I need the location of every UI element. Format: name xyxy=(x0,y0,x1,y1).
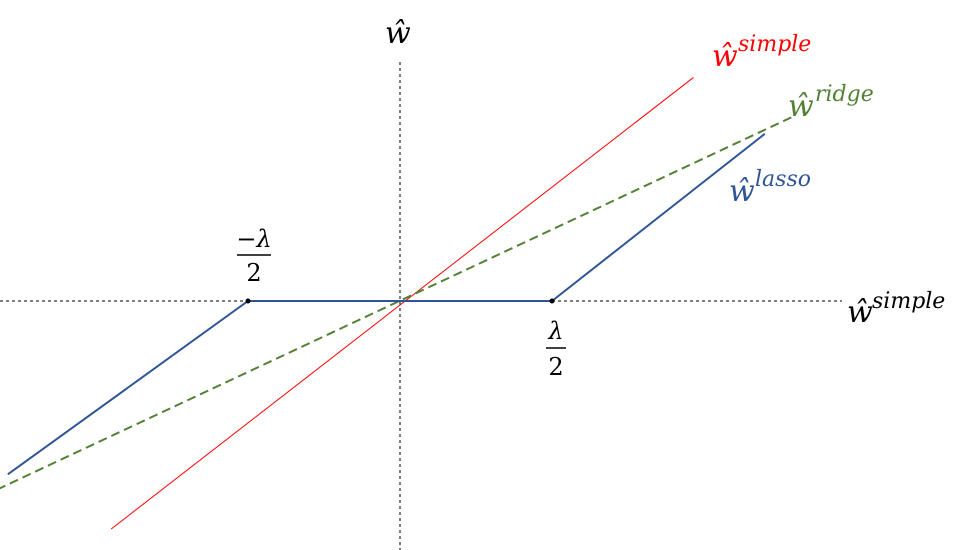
pos-threshold-point xyxy=(549,298,555,304)
x-axis-label: ŵ simple xyxy=(847,289,945,330)
svg-text:ŵ: ŵ xyxy=(712,39,738,74)
simple-legend-label: ŵ simple xyxy=(712,32,811,74)
series-layer xyxy=(0,77,796,530)
y-axis-label: ŵ xyxy=(385,16,411,51)
neg-threshold-label: −λ 2 xyxy=(236,225,271,287)
pos-threshold-label: λ 2 xyxy=(546,317,566,381)
lasso-line xyxy=(7,133,766,476)
svg-text:2: 2 xyxy=(246,259,261,287)
svg-text:ŵ: ŵ xyxy=(729,174,755,209)
svg-text:lasso: lasso xyxy=(755,167,811,192)
ridge-legend-label: ŵ ridge xyxy=(788,82,874,124)
axes xyxy=(0,62,842,550)
neg-threshold-point xyxy=(245,298,251,304)
simple-line xyxy=(110,77,694,530)
svg-text:simple: simple xyxy=(738,32,811,57)
svg-text:ŵ: ŵ xyxy=(788,89,814,124)
lasso-legend-label: ŵ lasso xyxy=(729,167,811,209)
ridge-line xyxy=(0,114,796,490)
svg-text:simple: simple xyxy=(872,289,945,314)
svg-text:2: 2 xyxy=(548,353,563,381)
svg-text:ŵ: ŵ xyxy=(847,295,873,330)
svg-text:−λ: −λ xyxy=(236,225,271,253)
svg-text:λ: λ xyxy=(547,317,563,345)
threshold-points xyxy=(245,298,555,304)
svg-text:ridge: ridge xyxy=(815,82,874,107)
